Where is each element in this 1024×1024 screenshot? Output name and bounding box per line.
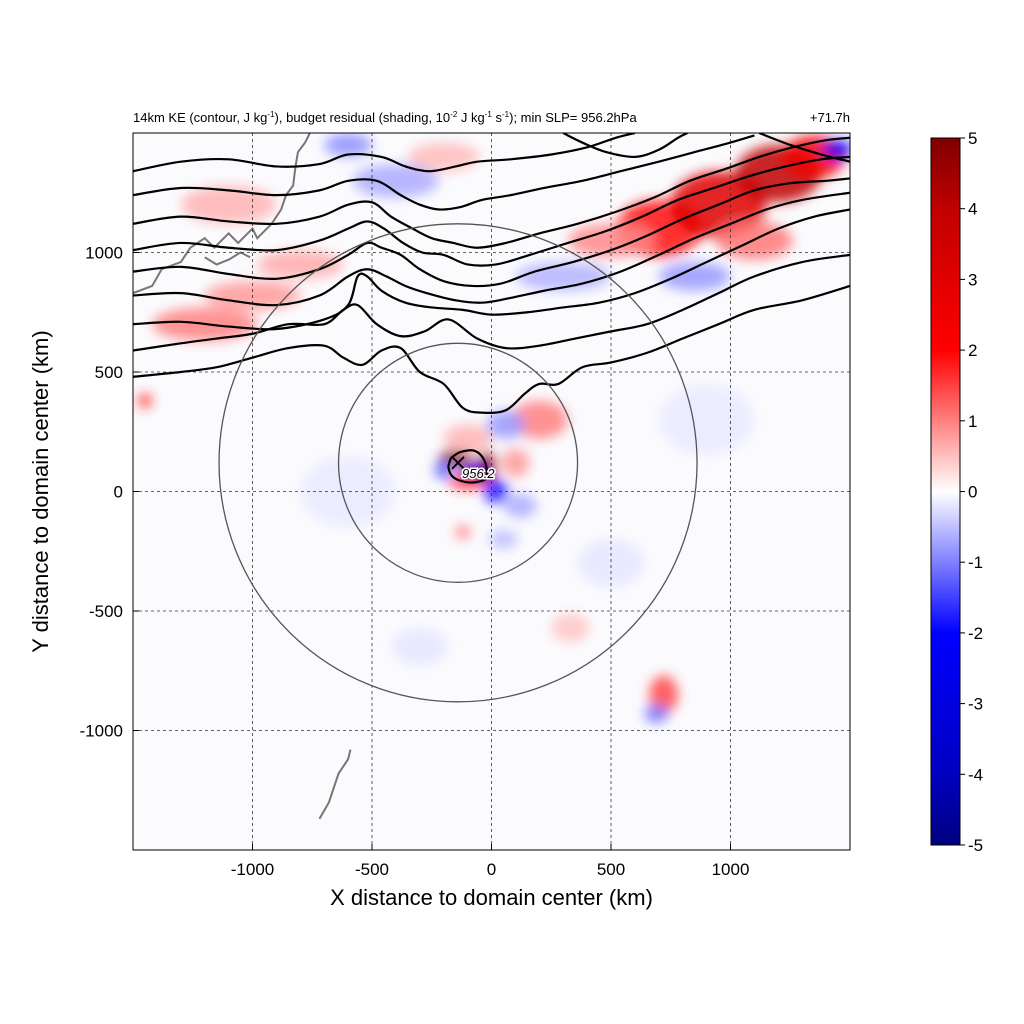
- ke-contour: [133, 177, 850, 288]
- y-tick-label: 500: [95, 363, 123, 382]
- x-tick-label: 0: [487, 860, 496, 879]
- colorbar-tick-label: 3: [968, 270, 977, 289]
- colorbar-tick-label: -1: [968, 553, 983, 572]
- shading-blob: [352, 164, 439, 198]
- min-slp-label: 956.2: [462, 466, 495, 481]
- shading-blob: [455, 524, 470, 540]
- shading-blob: [644, 704, 669, 724]
- shading-blob: [391, 627, 449, 666]
- coastline: [318, 749, 352, 820]
- colorbar-tick-label: 1: [968, 412, 977, 431]
- plot-area: 956.2: [132, 132, 851, 851]
- shading-blob: [577, 539, 645, 588]
- x-tick-label: 500: [597, 860, 625, 879]
- colorbar-tick-label: -5: [968, 836, 983, 855]
- shading-blob: [503, 493, 537, 518]
- range-rings: [218, 223, 698, 703]
- ke-contour: [133, 155, 850, 267]
- colorbar-tick-label: 0: [968, 483, 977, 502]
- ke-contour: [133, 134, 755, 211]
- ke-contour-inner: [447, 449, 489, 484]
- forecast-hour-label: +71.7h: [810, 110, 850, 125]
- shading-blob: [407, 142, 480, 172]
- shading-blob: [324, 133, 372, 157]
- shading-blob: [510, 400, 568, 439]
- colorbar-tick-label: 4: [968, 200, 977, 219]
- shading-blob: [823, 140, 850, 160]
- colorbar-tick-label: 2: [968, 341, 977, 360]
- shading-blob: [257, 250, 344, 279]
- y-axis-ticks: -1000 -500 0 500 1000: [80, 244, 139, 741]
- x-marker: [451, 456, 465, 470]
- coastline: [204, 251, 251, 266]
- y-tick-label: 0: [114, 483, 123, 502]
- shading-blob: [567, 223, 655, 258]
- x-tick-label: -500: [355, 860, 389, 879]
- residual-shading: [137, 133, 850, 724]
- shading-blob: [484, 479, 509, 504]
- y-tick-label: 1000: [85, 244, 123, 263]
- shading-blob: [443, 424, 492, 454]
- shading-blob: [658, 262, 731, 291]
- ke-contour: [133, 208, 850, 331]
- shading-blob: [658, 383, 755, 456]
- colorbar-tick-label: -2: [968, 624, 983, 643]
- colorbar: 5 4 3 2 1 0 -1 -2 -3 -4 -5: [930, 129, 983, 855]
- colorbar-gradient: [930, 137, 961, 846]
- ke-contour: [133, 191, 850, 307]
- colorbar-ticks: 5 4 3 2 1 0 -1 -2 -3 -4 -5: [960, 129, 983, 855]
- range-ring: [218, 223, 698, 703]
- ke-contour: [133, 253, 850, 352]
- x-tick-label: 1000: [712, 860, 750, 879]
- x-axis-ticks: -1000 -500 0 500 1000: [231, 844, 750, 879]
- shading-blob: [300, 455, 396, 528]
- shading-blob: [137, 393, 153, 408]
- shading-blob: [434, 460, 454, 480]
- x-tick-label: -1000: [231, 860, 274, 879]
- shading-blob: [551, 613, 590, 643]
- shading-blob: [489, 529, 518, 549]
- shading-blob: [501, 448, 530, 478]
- ke-contour: [758, 133, 850, 163]
- x-axis-label: X distance to domain center (km): [330, 885, 653, 910]
- colorbar-tick-label: -3: [968, 695, 983, 714]
- ke-contour: [562, 133, 688, 159]
- ke-contours: [133, 133, 850, 484]
- ke-contour: [133, 136, 850, 249]
- y-tick-label: -500: [89, 602, 123, 621]
- y-tick-label: -1000: [80, 722, 123, 741]
- range-ring: [337, 342, 579, 583]
- colorbar-tick-label: 5: [968, 129, 977, 148]
- y-axis-label: Y distance to domain center (km): [28, 330, 53, 652]
- colorbar-tick-label: -4: [968, 765, 983, 784]
- storm-center: 956.2: [451, 456, 497, 482]
- chart-title: 14km KE (contour, J kg-1), budget residu…: [133, 110, 637, 125]
- shading-blob: [486, 410, 525, 439]
- ke-contour: [133, 284, 850, 414]
- ke-contour: [133, 133, 636, 173]
